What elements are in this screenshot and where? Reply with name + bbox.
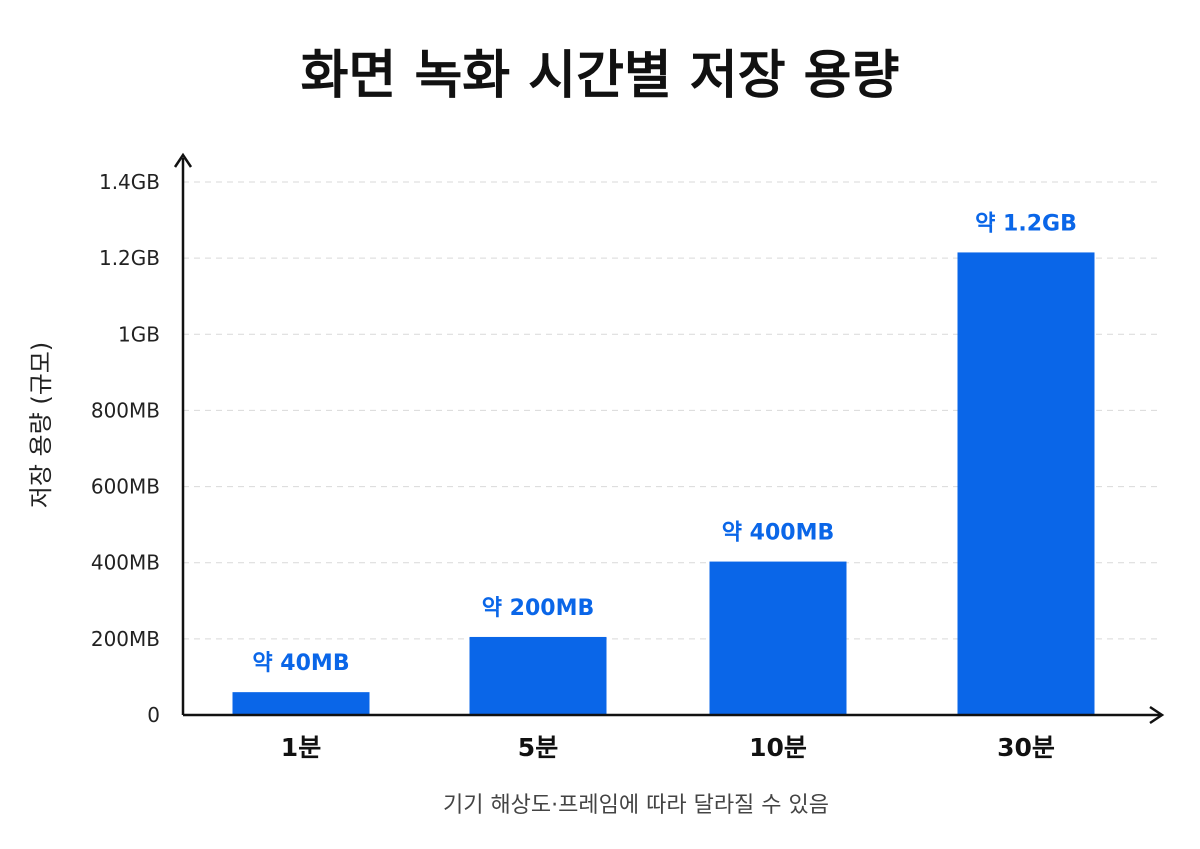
y-tick-label: 1.4GB [99,170,160,194]
bar-3 [709,561,847,715]
y-tick-label: 800MB [91,398,160,422]
y-axis-arrow-icon [173,152,193,168]
bar-value-label: 약 400MB [722,521,834,546]
bar-value-label: 약 200MB [482,596,594,621]
x-axis-ticks: 1분 5분 10분 30분 [281,733,1055,762]
x-axis-arrow-icon [1149,705,1165,725]
bar-1 [232,692,370,715]
value-labels: 약 40MB 약 200MB 약 400MB 약 1.2GB [252,211,1076,676]
bar-2 [469,636,607,715]
y-tick-label: 1.2GB [99,246,160,270]
bar-4 [957,252,1095,716]
chart-title: 화면 녹화 시간별 저장 용량 [301,46,900,106]
x-tick-label: 1분 [281,733,321,762]
y-tick-label: 0 [147,703,160,727]
x-tick-label: 10분 [749,733,807,762]
bar-value-label: 약 1.2GB [975,211,1077,236]
y-axis-ticks: 0 200MB 400MB 600MB 800MB 1GB 1.2GB 1.4GB [91,170,160,727]
x-tick-label: 30분 [997,733,1055,762]
y-axis-label: 저장 용량 (규모) [27,342,55,508]
y-tick-label: 600MB [91,475,160,499]
y-tick-label: 1GB [118,322,160,346]
x-tick-label: 5분 [518,733,558,762]
chart-footnote: 기기 해상도·프레임에 따라 달라질 수 있음 [443,793,829,818]
y-tick-label: 200MB [91,627,160,651]
bar-value-label: 약 40MB [252,651,349,676]
bars [232,252,1095,716]
y-tick-label: 400MB [91,551,160,575]
